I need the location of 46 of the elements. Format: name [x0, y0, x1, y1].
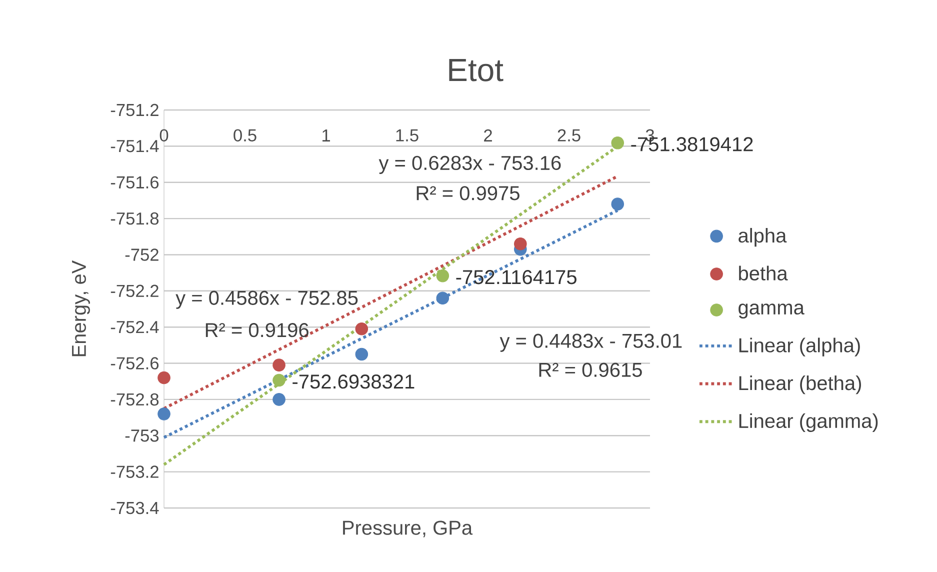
legend-label: Linear (alpha)	[739, 338, 860, 356]
annotation: R² = 0.9615	[539, 362, 642, 377]
y-tick-label: -751.4	[110, 140, 159, 152]
point	[436, 269, 450, 282]
x-tick-label: 1.5	[396, 129, 418, 142]
point	[158, 408, 170, 420]
x-tick-label: 2.5	[558, 129, 580, 142]
point	[272, 358, 286, 372]
x-tick-label: 2	[484, 129, 492, 142]
y-tick-label: -753	[125, 429, 159, 442]
y-tick-label: -751.6	[110, 176, 159, 188]
point	[272, 393, 286, 406]
y-tick-label: -753.4	[110, 502, 159, 514]
y-tick-label: -752.6	[110, 357, 159, 370]
point	[355, 322, 368, 336]
point	[611, 136, 624, 150]
legend-label: betha	[739, 266, 788, 280]
point	[611, 198, 624, 210]
y-tick-label: -752.4	[110, 320, 159, 334]
annotation: R² = 0.9975	[416, 186, 520, 200]
annotation: y = 0.6283x - 753.16	[378, 156, 561, 174]
point	[514, 237, 527, 250]
point	[158, 371, 170, 384]
annotation: R² = 0.9196	[206, 323, 308, 338]
y-tick-label: -752	[125, 248, 158, 261]
legend-label: gamma	[738, 304, 804, 319]
legend-label: alpha	[738, 228, 787, 247]
x-tick-label: 1	[322, 130, 330, 142]
chart-title: Etot	[449, 59, 504, 82]
point	[272, 374, 286, 387]
x-tick-label: 0.5	[234, 129, 256, 142]
point	[355, 348, 368, 361]
legend-label: Linear (gamma)	[739, 413, 878, 432]
data-label: -752.6938321	[292, 374, 414, 389]
x-tick-label: 0	[160, 129, 168, 142]
point	[436, 292, 450, 305]
y-axis-title: Energy, eV	[72, 260, 90, 356]
annotation: y = 0.4586x - 752.85	[176, 290, 358, 309]
y-tick-label: -753.2	[110, 466, 158, 478]
y-tick-label: -751.8	[110, 212, 159, 225]
y-tick-label: -752.8	[110, 393, 159, 406]
y-tick-label: -751.2	[110, 104, 158, 116]
annotation: y = 0.4483x - 753.01	[500, 334, 682, 352]
y-tick-label: -752.2	[110, 284, 158, 298]
x-axis-title: Pressure, GPa	[343, 520, 473, 538]
legend-label: Linear (betha)	[739, 376, 861, 394]
